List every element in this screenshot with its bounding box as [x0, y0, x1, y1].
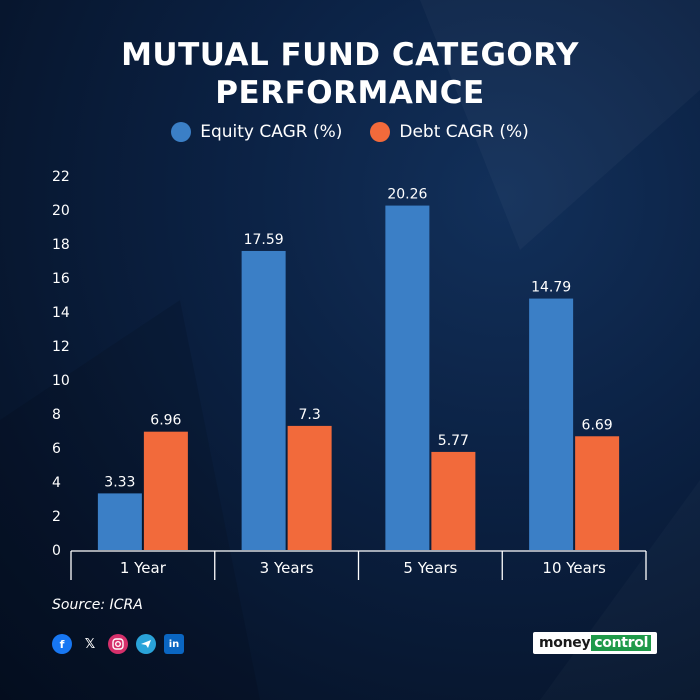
x-tick-label: 1 Year	[120, 559, 167, 577]
data-label: 7.3	[298, 407, 320, 423]
legend-dot-debt	[370, 122, 391, 142]
y-tick-label: 14	[52, 305, 70, 321]
x-icon[interactable]: 𝕏	[84, 636, 96, 652]
y-tick-label: 22	[52, 169, 70, 185]
bar-debt	[143, 431, 188, 550]
data-label: 17.59	[244, 232, 284, 248]
y-tick-label: 18	[52, 237, 70, 253]
data-label: 20.26	[387, 187, 427, 203]
x-tick-label: 10 Years	[542, 559, 606, 577]
facebook-icon[interactable]: f	[52, 634, 72, 654]
x-tick-label: 5 Years	[403, 559, 457, 577]
y-tick-label: 6	[52, 441, 61, 457]
brand-part-1: money	[539, 635, 591, 651]
data-label: 14.79	[531, 280, 571, 296]
legend-label-equity: Equity CAGR (%)	[200, 122, 343, 142]
y-tick-label: 2	[52, 509, 61, 525]
linkedin-icon[interactable]: in	[164, 634, 184, 654]
data-label: 6.69	[582, 417, 613, 433]
source-note: Source: ICRA	[52, 597, 143, 613]
legend-dot-equity	[171, 122, 192, 142]
y-tick-label: 16	[52, 271, 70, 287]
social-icons: f 𝕏 in	[52, 634, 184, 654]
y-tick-label: 20	[52, 203, 70, 219]
bar-debt	[575, 436, 620, 550]
legend: Equity CAGR (%) Debt CAGR (%)	[0, 122, 700, 142]
brand-part-2: control	[591, 635, 652, 651]
instagram-icon[interactable]	[108, 634, 128, 654]
bar-equity	[97, 493, 142, 550]
x-tick-label: 3 Years	[260, 559, 314, 577]
data-label: 6.96	[150, 413, 181, 429]
data-label: 5.77	[438, 433, 469, 449]
y-tick-label: 8	[52, 407, 61, 423]
bar-equity	[529, 298, 574, 550]
brand-logo: money control	[533, 632, 658, 654]
y-tick-label: 12	[52, 339, 70, 355]
y-tick-label: 10	[52, 373, 70, 389]
data-label: 3.33	[104, 474, 135, 490]
bar-debt	[287, 425, 332, 550]
bar-equity	[385, 205, 430, 550]
chart-title: MUTUAL FUND CATEGORY PERFORMANCE	[0, 36, 700, 112]
title-line-1: MUTUAL FUND CATEGORY	[121, 37, 579, 73]
bar-debt	[431, 451, 476, 550]
y-tick-label: 0	[52, 543, 61, 559]
legend-item-debt: Debt CAGR (%)	[370, 122, 529, 142]
y-tick-label: 4	[52, 475, 61, 491]
title-line-2: PERFORMANCE	[215, 75, 485, 111]
legend-label-debt: Debt CAGR (%)	[399, 122, 529, 142]
bar-equity	[241, 250, 286, 550]
legend-item-equity: Equity CAGR (%)	[171, 122, 342, 142]
telegram-icon[interactable]	[136, 634, 156, 654]
